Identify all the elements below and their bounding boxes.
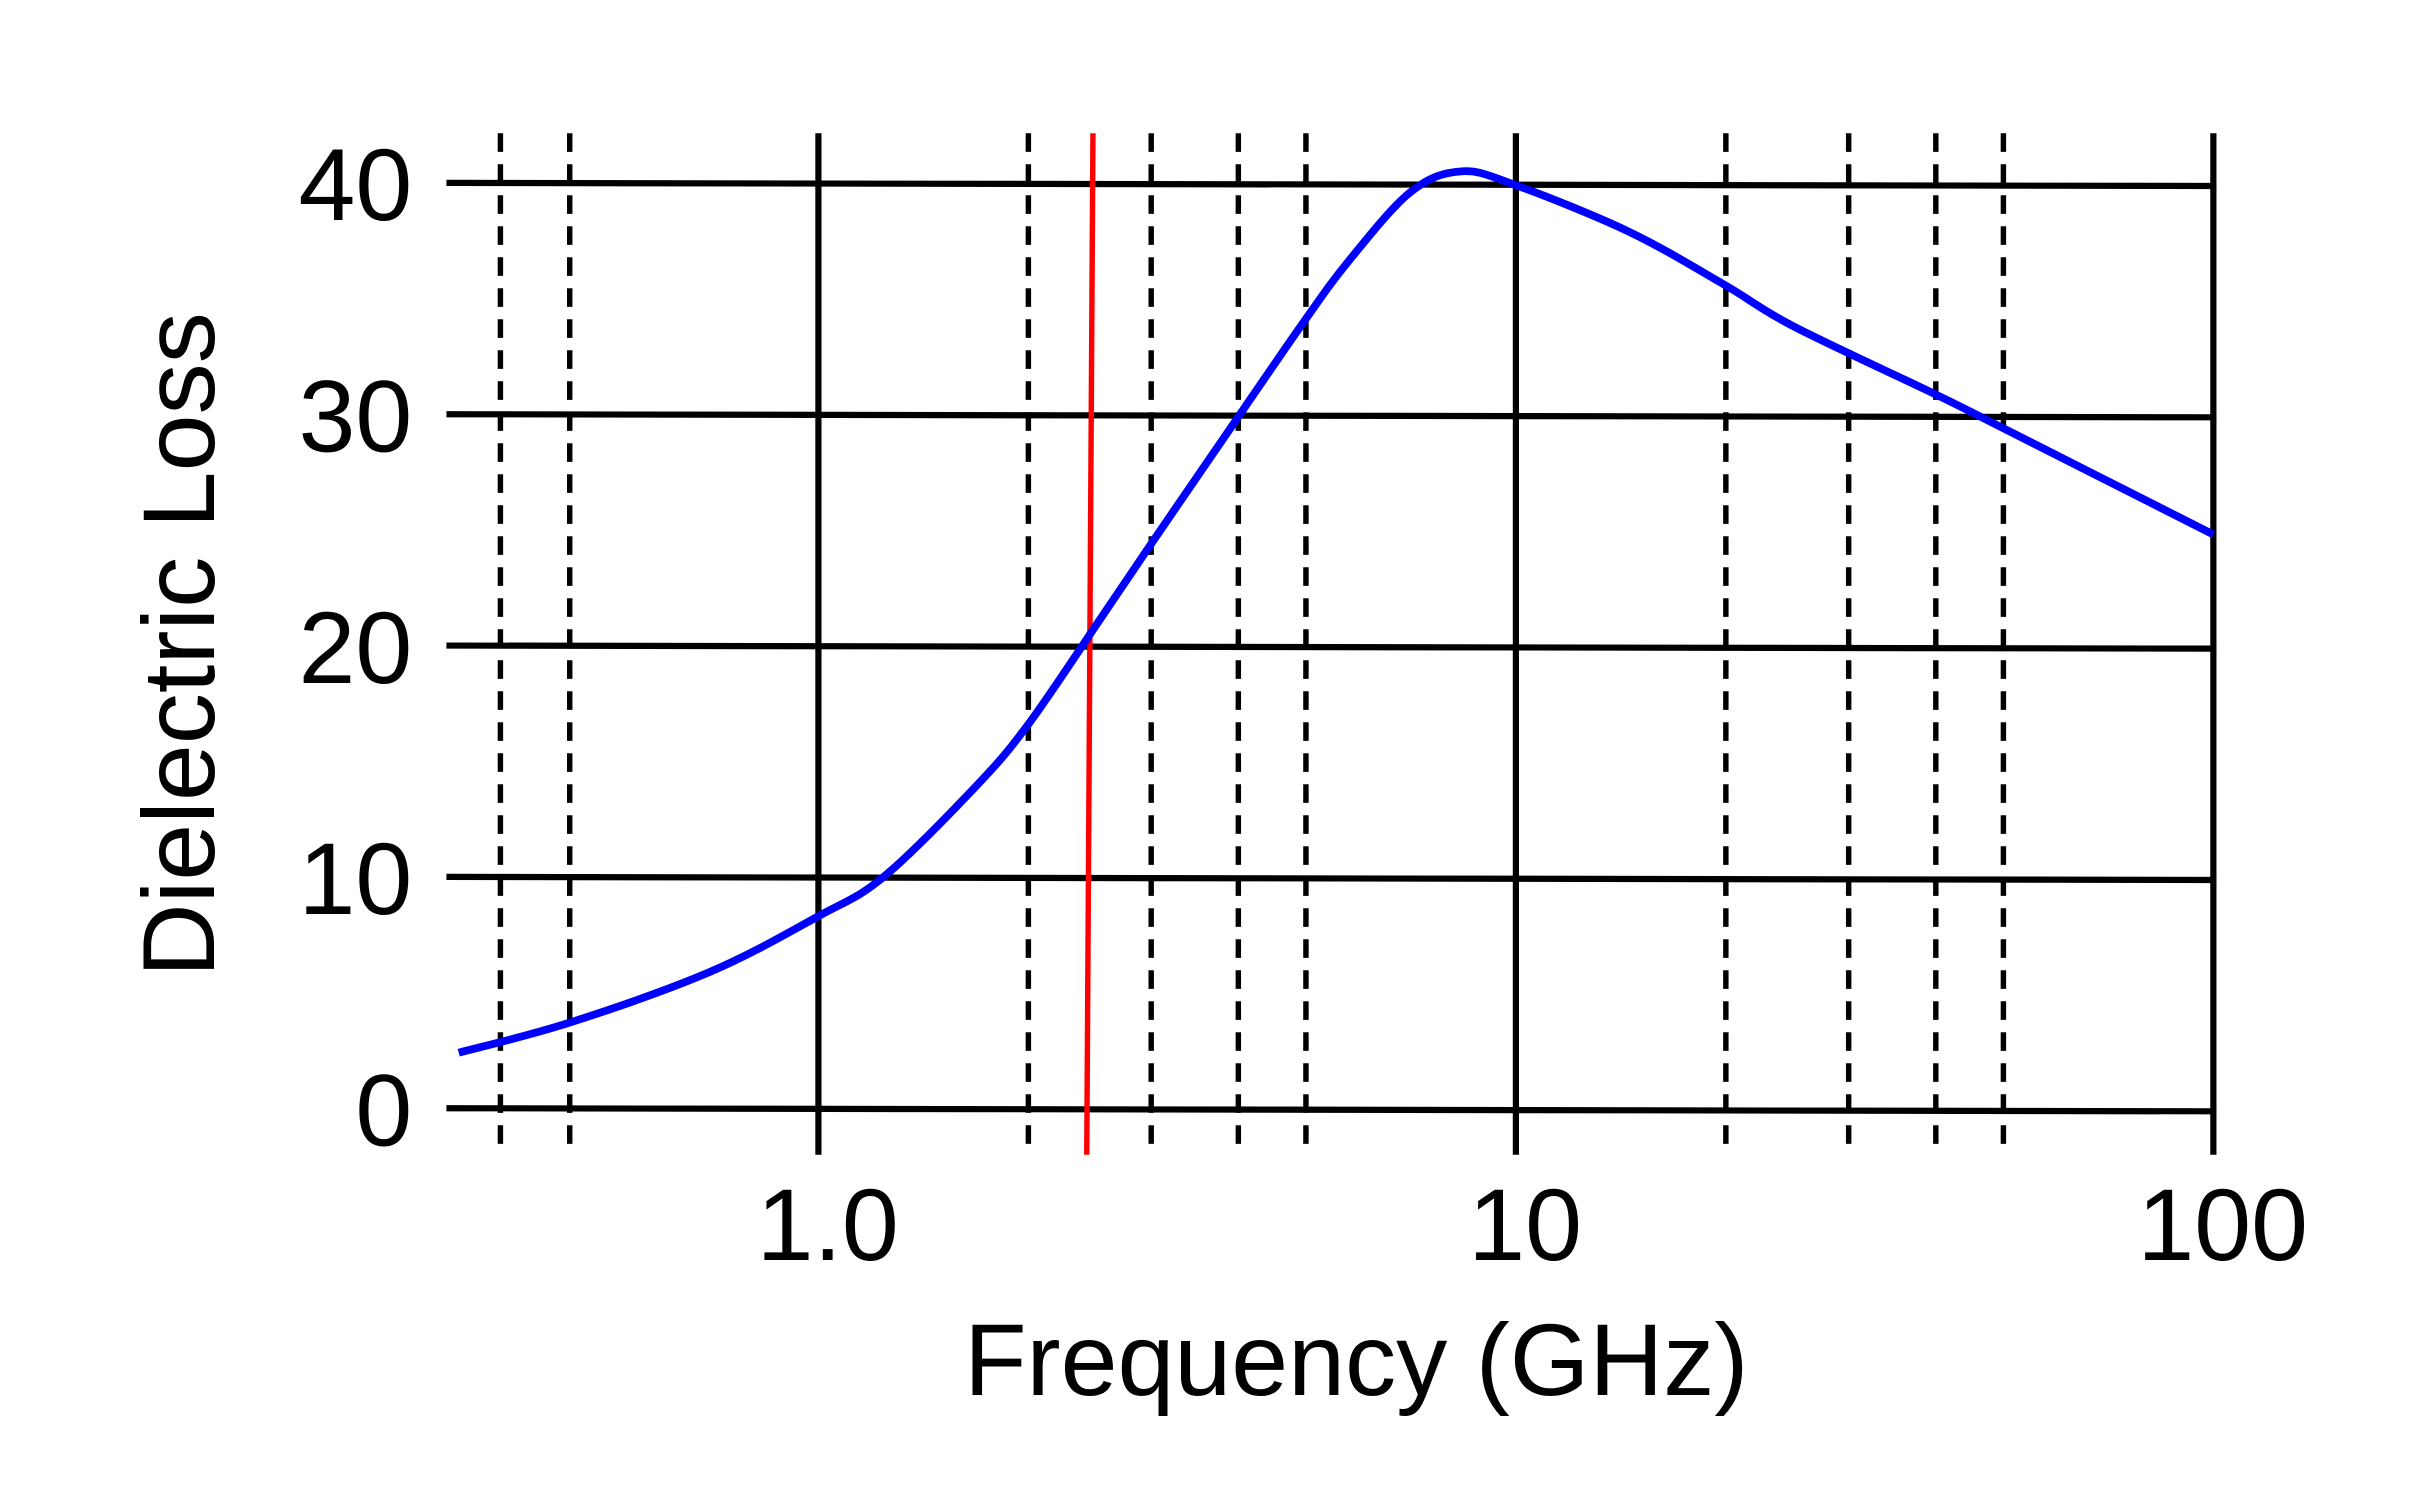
x-tick-label: 100 (2137, 1167, 2308, 1282)
grid (446, 133, 2217, 1155)
y-tick-labels: 0 10 20 30 40 (299, 127, 413, 1167)
series-group (457, 167, 2216, 1057)
gridline-y (446, 642, 2217, 652)
y-axis-label: Dielectric Loss (121, 312, 236, 977)
x-tick-label: 10 (1468, 1167, 1582, 1282)
y-tick-label: 10 (299, 821, 413, 936)
y-tick-label: 40 (299, 127, 413, 242)
x-axis-label: Frequency (GHz) (964, 1302, 1748, 1417)
y-tick-label: 30 (299, 358, 413, 473)
x-tick-labels: 1.0 10 100 (757, 1167, 2308, 1282)
gridline-y (446, 179, 2217, 190)
y-tick-label: 20 (299, 590, 413, 705)
reference-line-group (1084, 133, 1096, 1155)
gridline-y (446, 1105, 2217, 1115)
reference-line (1084, 133, 1096, 1155)
x-tick-label: 1.0 (757, 1167, 899, 1282)
gridline-y (446, 411, 2217, 421)
y-tick-label: 0 (355, 1052, 412, 1167)
series-line (457, 167, 2216, 1057)
gridline-y (446, 873, 2217, 884)
